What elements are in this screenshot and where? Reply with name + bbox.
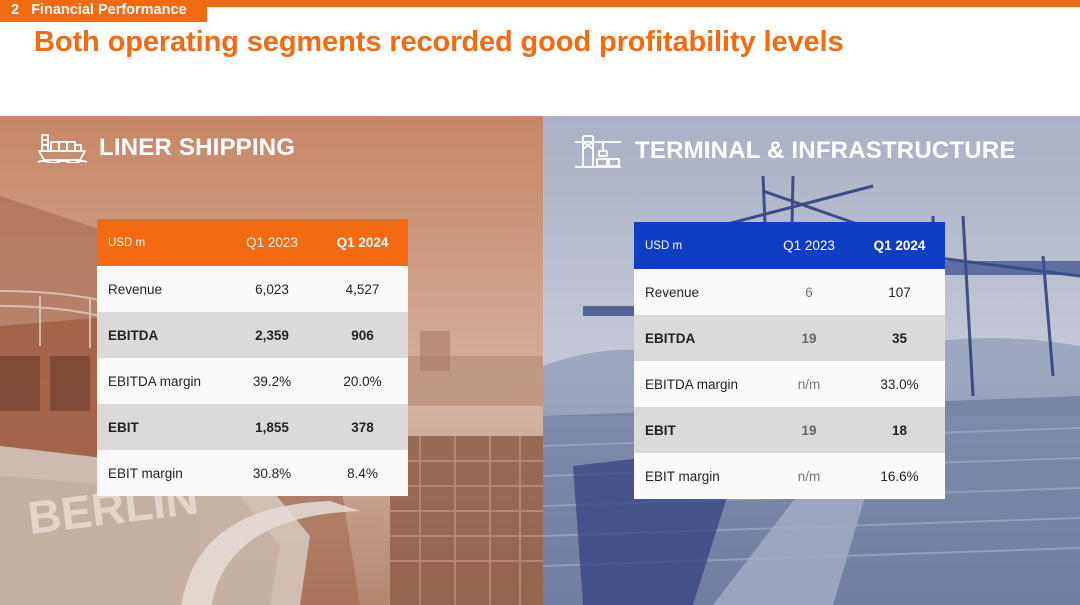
table-row: EBIT 1,855 378 [97,404,408,450]
cell-q1-2023: 19 [764,315,854,361]
terminal-infrastructure-panel: TERMINAL & INFRASTRUCTURE USD m Q1 2023 … [543,116,1080,605]
table-header-row: USD m Q1 2023 Q1 2024 [634,222,945,269]
table-row: EBITDA 2,359 906 [97,312,408,358]
cell-q1-2024: 20.0% [317,358,408,404]
table-row: EBITDA margin 39.2% 20.0% [97,358,408,404]
cell-q1-2024: 18 [854,407,945,453]
terminal-infrastructure-heading: TERMINAL & INFRASTRUCTURE [573,133,1016,169]
cell-q1-2024: 107 [854,269,945,315]
cell-q1-2023: 1,855 [227,404,317,450]
row-label: EBITDA [97,312,227,358]
cell-q1-2023: 39.2% [227,358,317,404]
column-header-q1-2023: Q1 2023 [764,222,854,269]
cell-q1-2023: 6 [764,269,854,315]
top-accent-bar [0,0,1080,7]
row-label: Revenue [634,269,764,315]
table-row: Revenue 6 107 [634,269,945,315]
row-label: EBIT margin [634,453,764,499]
container-ship-icon [37,133,87,163]
cell-q1-2024: 378 [317,404,408,450]
column-header-q1-2023: Q1 2023 [227,219,317,266]
liner-shipping-title: LINER SHIPPING [99,134,296,161]
section-tag: 2 Financial Performance [0,0,207,22]
cell-q1-2024: 4,527 [317,266,408,312]
row-label: EBITDA margin [97,358,227,404]
cell-q1-2023: 19 [764,407,854,453]
liner-shipping-panel: BERLIN LINER SHIPPING USD [0,116,543,605]
table-row: EBIT 19 18 [634,407,945,453]
column-header-q1-2024: Q1 2024 [317,219,408,266]
column-header-q1-2024: Q1 2024 [854,222,945,269]
cell-q1-2023: n/m [764,361,854,407]
cell-q1-2023: 6,023 [227,266,317,312]
cell-q1-2024: 33.0% [854,361,945,407]
column-header-unit: USD m [634,222,764,269]
terminal-infrastructure-title: TERMINAL & INFRASTRUCTURE [635,137,1016,164]
page-title: Both operating segments recorded good pr… [34,26,844,58]
table-row: EBITDA 19 35 [634,315,945,361]
terminal-infrastructure-table: USD m Q1 2023 Q1 2024 Revenue 6 107 EBIT… [634,222,945,499]
port-crane-icon [573,133,623,169]
liner-shipping-table: USD m Q1 2023 Q1 2024 Revenue 6,023 4,52… [97,219,408,496]
row-label: EBITDA [634,315,764,361]
row-label: Revenue [97,266,227,312]
cell-q1-2023: 30.8% [227,450,317,496]
table-row: EBIT margin 30.8% 8.4% [97,450,408,496]
cell-q1-2024: 16.6% [854,453,945,499]
row-label: EBIT [97,404,227,450]
cell-q1-2024: 8.4% [317,450,408,496]
row-label: EBIT [634,407,764,453]
table-header-row: USD m Q1 2023 Q1 2024 [97,219,408,266]
column-header-unit: USD m [97,219,227,266]
cell-q1-2023: 2,359 [227,312,317,358]
table-row: EBITDA margin n/m 33.0% [634,361,945,407]
table-row: Revenue 6,023 4,527 [97,266,408,312]
section-label: Financial Performance [31,2,187,18]
row-label: EBITDA margin [634,361,764,407]
section-number: 2 [11,2,20,18]
cell-q1-2024: 35 [854,315,945,361]
liner-shipping-heading: LINER SHIPPING [37,133,295,163]
cell-q1-2023: n/m [764,453,854,499]
row-label: EBIT margin [97,450,227,496]
cell-q1-2024: 906 [317,312,408,358]
table-row: EBIT margin n/m 16.6% [634,453,945,499]
